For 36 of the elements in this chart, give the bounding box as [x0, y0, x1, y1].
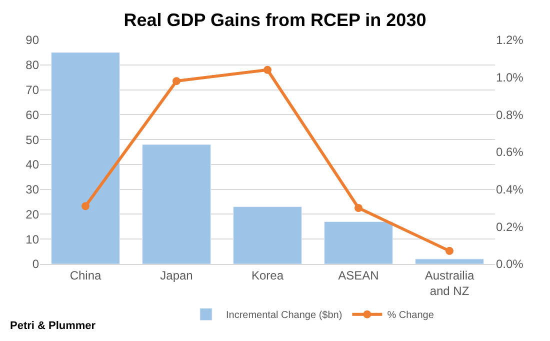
y-tick-label: 40	[26, 158, 40, 172]
bar	[415, 258, 484, 264]
y-tick-label: 30	[26, 182, 40, 197]
y2-tick-label: 0.8%	[496, 108, 524, 122]
x-tick-label: Korea	[251, 268, 284, 282]
legend-label: % Change	[387, 310, 434, 322]
y-tick-label: 60	[26, 108, 40, 122]
y-tick-label: 70	[26, 82, 40, 97]
y2-tick-label: 1.0%	[496, 70, 524, 85]
y-tick-label: 0	[32, 257, 40, 272]
chart-title: Real GDP Gains from RCEP in 2030	[124, 10, 426, 30]
y-tick-label: 20	[26, 207, 40, 222]
y2-tick-label: 0.0%	[496, 257, 524, 272]
x-tick-label: China	[70, 268, 102, 282]
point	[264, 66, 272, 74]
x-tick-label: ASEAN	[338, 268, 379, 282]
y-tick-label: 50	[26, 132, 40, 147]
legend-label: Incremental Change ($bn)	[226, 310, 342, 322]
y2-tick-label: 0.6%	[496, 145, 524, 160]
y2-tick-label: 0.2%	[496, 220, 524, 234]
bar	[233, 206, 302, 264]
x-tick-label: Japan	[160, 268, 193, 282]
y-tick-label: 80	[26, 58, 40, 72]
bar	[51, 52, 120, 264]
point	[446, 246, 454, 255]
y-tick-label: 10	[26, 232, 40, 246]
text: Petri & Plummer	[10, 320, 96, 332]
point	[172, 77, 180, 86]
y2-tick-label: 0.4%	[496, 182, 524, 197]
bar	[324, 221, 393, 264]
x-tick-label: Austrailia and NZ	[424, 268, 474, 298]
point	[354, 204, 362, 212]
y-tick-label: 90	[26, 33, 40, 48]
point	[82, 202, 90, 210]
bar	[142, 144, 211, 264]
y2-tick-label: 1.2%	[496, 33, 524, 48]
